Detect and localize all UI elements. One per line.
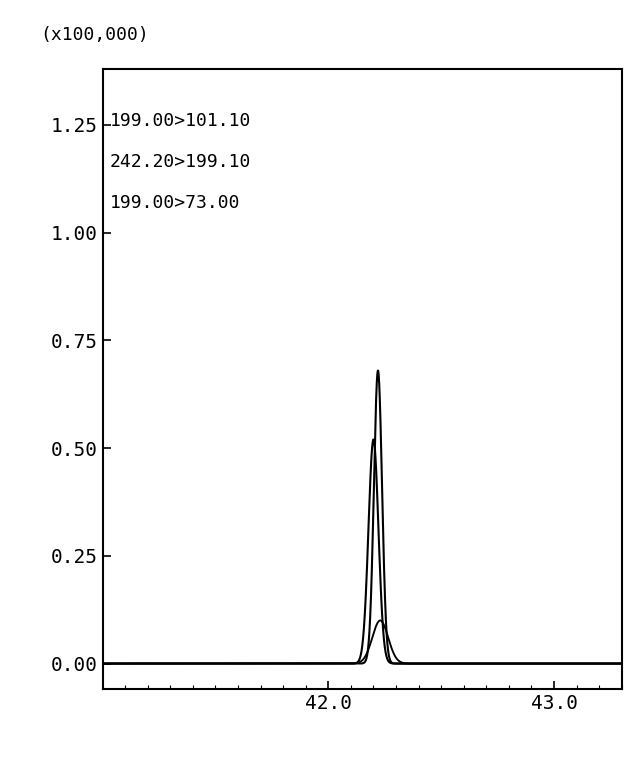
Text: 199.00>101.10: 199.00>101.10 (110, 112, 251, 130)
Text: 242.20>199.10: 242.20>199.10 (110, 153, 251, 171)
Text: (x100,000): (x100,000) (40, 26, 149, 44)
Text: 199.00>73.00: 199.00>73.00 (110, 194, 240, 212)
